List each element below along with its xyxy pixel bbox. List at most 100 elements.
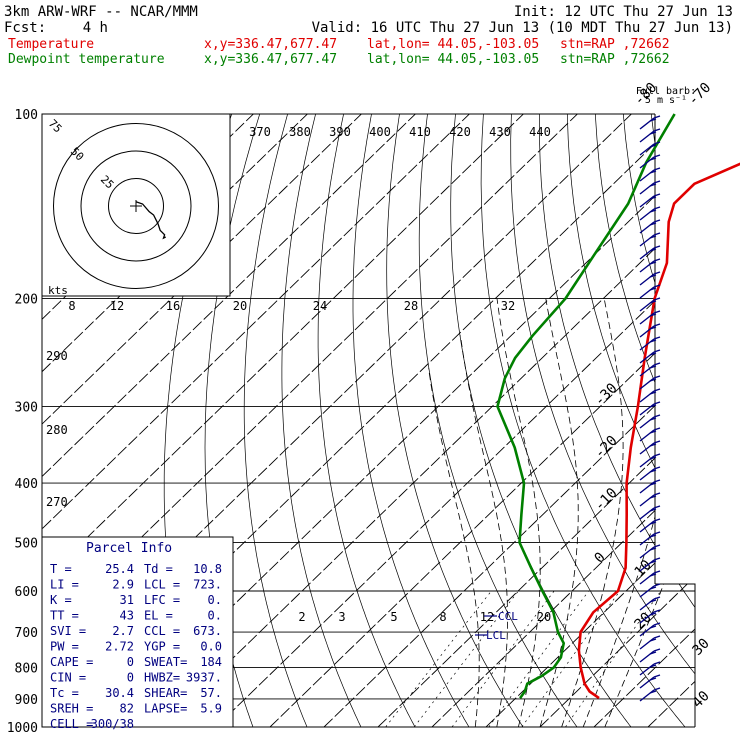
- wind-barb-feather: [649, 274, 657, 278]
- parcel-key: SREH =: [50, 702, 93, 716]
- wind-barb-feather: [653, 232, 661, 236]
- wind-barb-feather: [649, 417, 657, 421]
- wind-barb-feather: [649, 599, 657, 603]
- parcel-value: 300/38: [91, 717, 134, 731]
- dry-adiabat: [386, 114, 532, 727]
- hodograph-trace: [135, 201, 166, 240]
- theta-label: 440: [529, 125, 551, 139]
- wind-barb-feather: [649, 391, 657, 395]
- isotherm-label: 40: [690, 688, 713, 711]
- mixing-ratio-label: 5: [390, 610, 397, 624]
- wind-barb-feather: [653, 505, 661, 509]
- moist-adiabat: [460, 335, 508, 727]
- moist-adiabat: [582, 298, 677, 727]
- parcel-value: 2.7: [112, 624, 134, 638]
- wind-barb-feather: [653, 427, 661, 431]
- theta-label: 290: [46, 349, 68, 363]
- parcel-value: 10.8: [193, 562, 222, 576]
- isotherm: [431, 114, 695, 727]
- wind-barb-feather: [653, 193, 661, 197]
- isotherm-label: -30: [592, 380, 621, 409]
- wind-barb-feather: [649, 378, 657, 382]
- moist-adiabat-label: 16: [166, 299, 180, 313]
- theta-label: 380: [289, 125, 311, 139]
- wind-barb-feather: [653, 167, 661, 171]
- pressure-tick-label: 400: [15, 477, 38, 492]
- isotherm: [377, 114, 695, 727]
- wind-barb-feather: [649, 222, 657, 226]
- isotherm: [323, 114, 695, 727]
- pressure-tick-label: 700: [15, 626, 38, 641]
- parcel-key: CAPE =: [50, 655, 93, 669]
- parcel-key: CIN =: [50, 671, 86, 685]
- wind-barb-feather: [649, 300, 657, 304]
- pressure-tick-label: 800: [15, 662, 38, 677]
- wind-barb-feather: [649, 521, 657, 525]
- wind-barb-feather: [649, 326, 657, 330]
- wind-barb-feather: [649, 365, 657, 369]
- dry-adiabat: [418, 114, 587, 727]
- legend-temperature-latlon: lat,lon= 44.05,-103.05: [367, 37, 539, 52]
- wind-barb-feather: [649, 482, 657, 486]
- moist-adiabat: [561, 298, 624, 727]
- wind-barb-feather: [649, 443, 657, 447]
- mixing-ratio-labels: 8 12 16 20 24 28 32 2 3 5 8 12 20: [68, 299, 551, 624]
- parcel-value: 30.4: [105, 686, 134, 700]
- wind-barb-feather: [649, 157, 657, 161]
- mixing-ratio-label: 20: [537, 610, 551, 624]
- wind-barb-feather: [653, 557, 661, 561]
- parcel-value: 673.: [193, 624, 222, 638]
- wind-barb-feather: [653, 596, 661, 600]
- fcst-value: 4 h: [83, 20, 108, 36]
- theta-label: 390: [329, 125, 351, 139]
- wind-barb-feather: [649, 690, 657, 694]
- pressure-tick-label: 300: [15, 400, 38, 415]
- wind-barb-feather: [653, 258, 661, 262]
- wind-barb-feather: [653, 661, 661, 665]
- wind-barb-feather: [649, 456, 657, 460]
- wind-barbs: [639, 115, 661, 702]
- wind-barb-feather: [649, 560, 657, 564]
- dry-adiabat: [735, 114, 740, 740]
- parcel-value: 43: [120, 609, 134, 623]
- moist-adiabat-label: 28: [404, 299, 418, 313]
- parcel-value: 0: [127, 671, 134, 685]
- dry-adiabat: [352, 114, 478, 727]
- theta-label: 400: [369, 125, 391, 139]
- wind-barb-feather: [649, 313, 657, 317]
- lcl-label: LCL: [486, 629, 506, 642]
- wind-barb-feather: [649, 183, 657, 187]
- model-title: 3km ARW-WRF -- NCAR/MMM: [4, 4, 198, 20]
- wind-barb-feather: [649, 287, 657, 291]
- theta-label: 410: [409, 125, 431, 139]
- parcel-value: 57.: [200, 686, 222, 700]
- parcel-value: 723.: [193, 578, 222, 592]
- wind-barb-feather: [653, 401, 661, 405]
- wind-barb-feather: [653, 648, 661, 652]
- wind-barb-feather: [653, 453, 661, 457]
- parcel-key: CELL =: [50, 717, 93, 731]
- theta-labels: 370 380 390 400 410 420 430 440 290 280 270: [46, 125, 551, 509]
- parcel-value: 5.9: [200, 702, 222, 716]
- wind-barb-feather: [653, 388, 661, 392]
- wind-barb-feather: [653, 336, 661, 340]
- parcel-value: 0.: [208, 593, 222, 607]
- moist-adiabat: [604, 298, 695, 727]
- parcel-key: YGP =: [144, 640, 180, 654]
- pressure-tick-label: 200: [15, 293, 38, 308]
- dry-adiabat: [317, 114, 423, 727]
- parcel-value: 0.: [208, 609, 222, 623]
- wind-barb-feather: [649, 118, 657, 122]
- moist-adiabat-label: 12: [110, 299, 124, 313]
- parcel-key: TT =: [50, 609, 79, 623]
- wind-barb-feather: [649, 547, 657, 551]
- wind-barb-feather: [649, 170, 657, 174]
- wind-barb-feather: [649, 664, 657, 668]
- moist-adiabat-label: 32: [501, 299, 515, 313]
- mixing-ratio-label: 3: [338, 610, 345, 624]
- wind-barb-feather: [653, 284, 661, 288]
- barb-key-line1: Full barb:: [636, 86, 696, 97]
- barb-key-line2: 5 m s⁻¹: [645, 95, 687, 106]
